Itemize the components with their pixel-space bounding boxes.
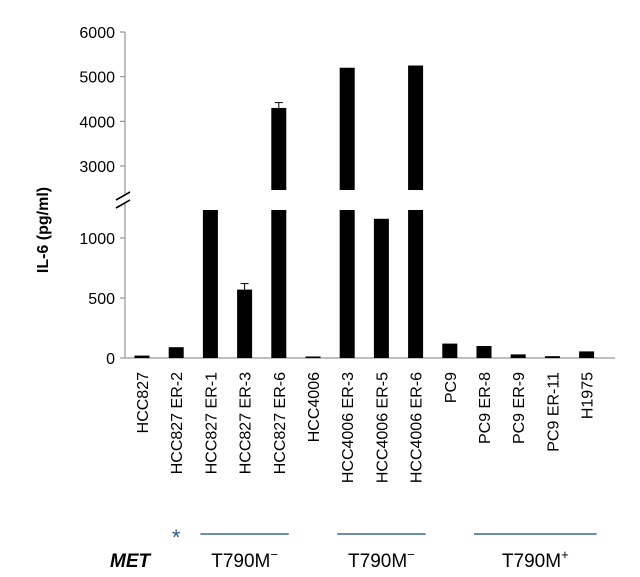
bar [544,356,560,358]
bar [168,347,184,358]
bar [373,218,389,358]
axes: 3000 4000 5000 6000 0 500 1000 [79,25,615,368]
bar [237,289,253,358]
bar [339,210,355,358]
group-label: T790M− [348,547,415,572]
group-label: T790M+ [502,547,569,572]
axis-break-mark [115,191,131,201]
group-label-superscript: − [270,547,278,562]
y-axis-label: IL-6 (pg/ml) [35,187,52,273]
group-label-met: MET [110,551,152,572]
bar [202,210,218,358]
bar [476,346,492,358]
bar [510,354,526,358]
significance-asterisk: * [172,525,181,550]
category-label: HCC4006 ER-3 [340,372,357,483]
bar [579,351,595,358]
category-label: PC9 ER-9 [511,372,528,444]
bar [305,356,321,358]
y-tick-label: 1000 [79,231,115,248]
y-tick-label: 3000 [79,159,115,176]
category-label: PC9 ER-11 [545,372,562,452]
category-label: HCC4006 ER-5 [374,372,391,483]
bar-upper-segment [339,67,355,190]
category-label: HCC827 ER-3 [238,372,255,474]
category-label: PC9 [443,372,460,403]
category-labels: HCC827 HCC827 ER-2 HCC827 ER-1 HCC827 ER-3 H… [135,372,597,483]
category-label: HCC827 ER-2 [169,372,186,474]
bar [442,343,458,358]
group-label-superscript: + [561,547,569,562]
bar [271,210,287,358]
bars [134,65,595,358]
axis-break-mark [115,199,131,209]
bar-upper-segment [271,107,287,190]
y-tick-label: 4000 [79,114,115,131]
category-label: HCC4006 ER-6 [409,372,426,483]
y-tick-label: 500 [88,291,115,308]
category-label: HCC4006 [306,372,323,442]
category-label: HCC827 [135,372,152,433]
y-tick-label: 5000 [79,70,115,87]
bar [134,355,150,358]
group-annotations: * MET T790M− T790M− T790M+ [110,525,597,572]
y-tick-label: 0 [106,351,115,368]
y-tick-label: 6000 [79,25,115,42]
bar [408,210,424,358]
bar-upper-segment [408,65,424,190]
category-label: PC9 ER-8 [477,372,494,444]
category-label: HCC827 ER-1 [203,372,220,474]
group-label: T790M− [211,547,278,572]
category-label: H1975 [580,372,597,419]
group-label-superscript: − [407,547,415,562]
category-label: HCC827 ER-6 [272,372,289,474]
